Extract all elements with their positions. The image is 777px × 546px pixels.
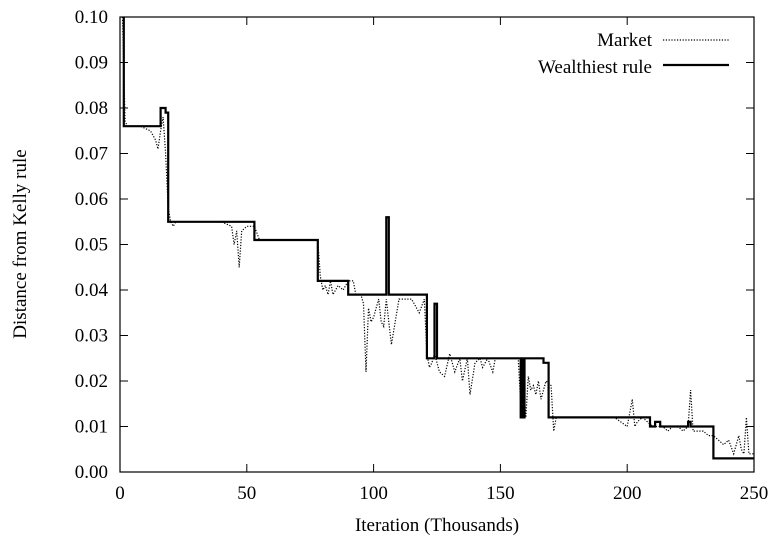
x-tick-label: 150 xyxy=(486,483,515,504)
x-tick-label: 50 xyxy=(237,483,256,504)
tick-labels: 0 50 100 150 200 250 0.00 0.01 0.02 0.03 0.04 0.05 0… xyxy=(75,7,769,504)
y-tick-label: 0.04 xyxy=(75,280,109,301)
y-tick-label: 0.03 xyxy=(75,326,108,347)
series-layer xyxy=(121,16,754,460)
y-tick-label: 0.00 xyxy=(75,462,108,483)
x-tick-label: 250 xyxy=(740,483,769,504)
y-tick-label: 0.08 xyxy=(75,98,108,119)
series-line-market xyxy=(121,16,754,456)
tick-marks xyxy=(119,16,755,473)
x-axis-label: Iteration (Thousands) xyxy=(355,515,519,536)
x-tick-label: 100 xyxy=(359,483,388,504)
y-tick-label: 0.02 xyxy=(75,371,108,392)
y-axis-label: Distance from Kelly rule xyxy=(10,149,31,338)
legend: Market Wealthiest rule xyxy=(538,30,729,78)
series-line-wealthiest-rule xyxy=(122,17,754,460)
plot-frame xyxy=(119,16,755,473)
x-tick-label: 200 xyxy=(613,483,642,504)
x-tick-label: 0 xyxy=(115,483,125,504)
legend-label-wealthiest-rule: Wealthiest rule xyxy=(538,57,652,78)
y-tick-label: 0.05 xyxy=(75,235,108,256)
y-tick-label: 0.06 xyxy=(75,189,108,210)
y-tick-label: 0.07 xyxy=(75,144,108,165)
y-tick-label: 0.10 xyxy=(75,7,108,28)
y-tick-label: 0.09 xyxy=(75,53,108,74)
legend-label-market: Market xyxy=(597,30,653,51)
y-tick-label: 0.01 xyxy=(75,417,108,438)
